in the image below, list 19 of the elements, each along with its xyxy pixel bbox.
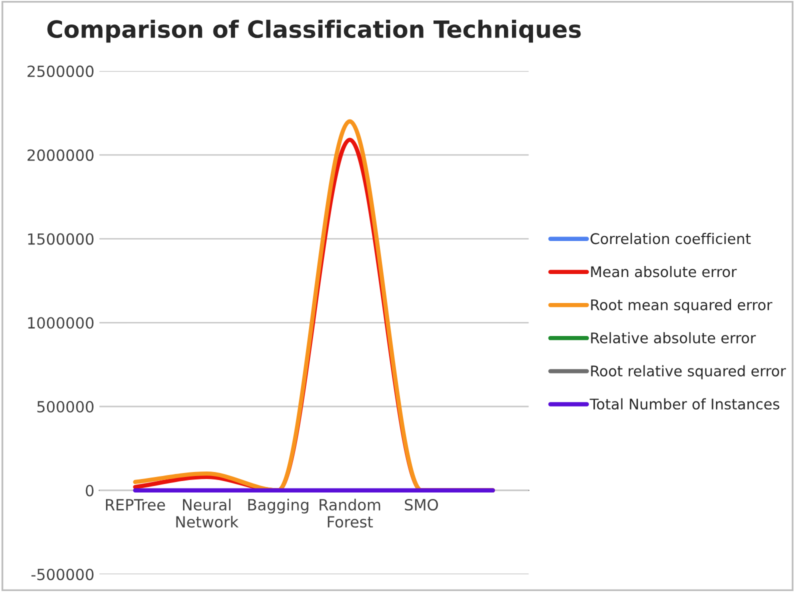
x-tick-label: REPTree: [106, 499, 165, 511]
legend-label: Mean absolute error: [591, 266, 737, 278]
legend-label: Correlation coefficient: [590, 232, 751, 244]
legend-label: Relative absolute error: [591, 332, 756, 344]
y-tick-label: 1000000: [28, 317, 94, 329]
x-tick-label: SMO: [404, 498, 438, 511]
x-tick-label: Bagging: [248, 498, 308, 514]
x-tick-label: Random Forest: [320, 498, 380, 528]
y-tick-label: -500000: [31, 568, 94, 580]
y-tick-label: 2500000: [28, 66, 94, 78]
y-tick-label: 1500000: [28, 233, 94, 245]
legend-label: Total Number of Instances: [590, 398, 780, 410]
y-tick-label: 2000000: [28, 149, 94, 161]
chart-title: Comparison of Classification Techniques: [47, 20, 581, 43]
x-tick-label: Neural Network: [176, 498, 239, 528]
y-tick-label: 0: [86, 484, 94, 496]
y-tick-label: 500000: [37, 400, 94, 413]
legend-label: Root mean squared error: [591, 299, 772, 314]
legend-label: Root relative squared error: [591, 365, 786, 380]
